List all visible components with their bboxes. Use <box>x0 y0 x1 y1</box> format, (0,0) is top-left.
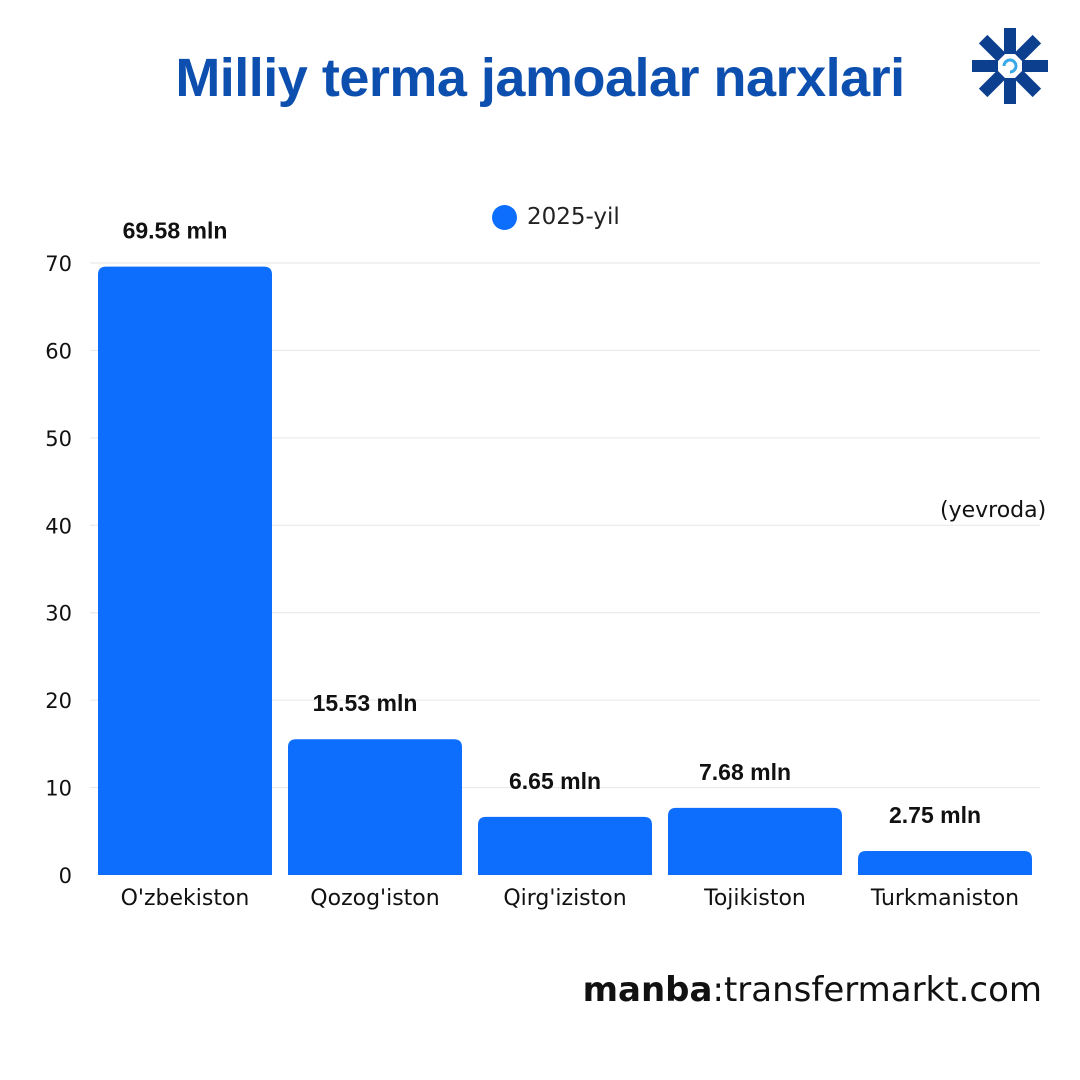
x-tick-label: Qozog'iston <box>310 886 439 911</box>
page-title: Milliy terma jamoalar narxlari <box>175 48 905 108</box>
source-separator: : <box>712 970 724 1010</box>
x-tick-label: Qirg'iziston <box>503 886 626 911</box>
data-label: 6.65 mln <box>509 768 601 794</box>
y-tick-label: 0 <box>59 864 72 888</box>
y-tick-label: 70 <box>45 252 72 276</box>
legend-label: 2025-yil <box>527 204 620 230</box>
bars <box>98 266 1032 875</box>
data-label: 15.53 mln <box>313 690 418 716</box>
y-axis-ticks: 0 10 20 30 40 50 60 70 <box>45 252 72 888</box>
x-tick-label: O'zbekiston <box>121 886 250 911</box>
y-tick-label: 30 <box>45 602 72 626</box>
y-tick-label: 60 <box>45 339 72 363</box>
legend-swatch <box>492 204 517 230</box>
y-tick-label: 20 <box>45 689 72 713</box>
snowflake-star-logo-icon <box>972 28 1048 104</box>
bar <box>478 816 652 875</box>
bar <box>98 266 272 875</box>
source-credit: manba:transfermarkt.com <box>583 970 1042 1010</box>
source-site: transfermarkt.com <box>723 970 1042 1010</box>
x-tick-label: Turkmaniston <box>870 886 1019 911</box>
y-tick-label: 10 <box>45 777 72 801</box>
y-tick-label: 40 <box>45 514 72 538</box>
data-label: 2.75 mln <box>889 802 981 828</box>
x-axis-ticks: O'zbekiston Qozog'iston Qirg'iziston Tojiki… <box>121 886 1020 911</box>
x-tick-label: Tojikiston <box>703 886 806 911</box>
data-label: 69.58 mln <box>123 218 228 244</box>
bar <box>668 807 842 875</box>
unit-note: (yevroda) <box>940 498 1047 523</box>
bar <box>288 739 462 875</box>
source-prefix: manba <box>582 970 713 1010</box>
legend: 2025-yil <box>492 200 620 234</box>
y-tick-label: 50 <box>45 427 72 451</box>
data-label: 7.68 mln <box>699 759 791 785</box>
bar <box>858 850 1032 875</box>
data-labels: 69.58 mln 15.53 mln 6.65 mln 7.68 mln 2.75 m… <box>123 218 981 828</box>
